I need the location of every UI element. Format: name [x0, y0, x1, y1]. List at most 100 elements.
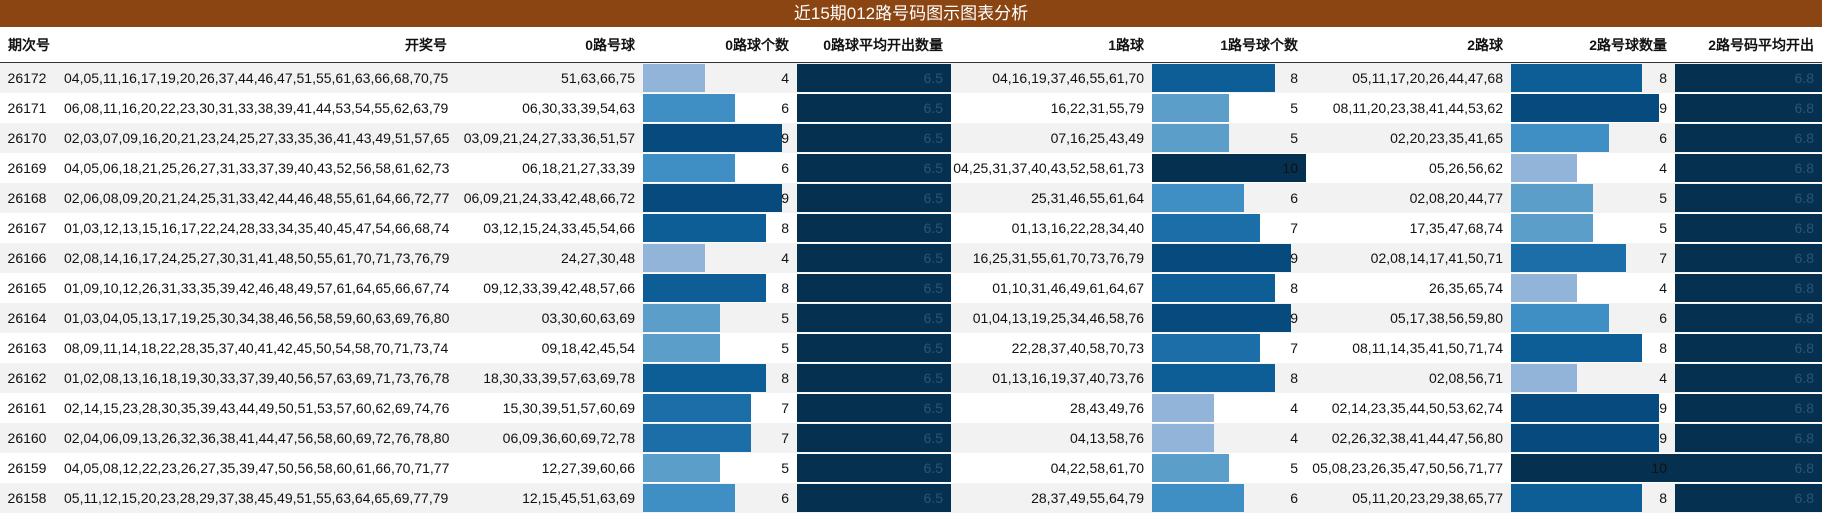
route1-count-label: 6 — [1290, 190, 1298, 206]
route0-average-cell: 6.5 — [797, 213, 951, 243]
route0-count-label: 6 — [781, 160, 789, 176]
route1-count-bar — [1152, 124, 1229, 152]
route0-count-bar — [643, 214, 767, 242]
route2-count-label: 9 — [1659, 400, 1667, 416]
route0-numbers: 15,30,39,51,57,60,69 — [455, 393, 643, 423]
route1-count-label: 8 — [1290, 370, 1298, 386]
route0-numbers: 03,30,60,63,69 — [455, 303, 643, 333]
route0-average-label: 6.5 — [923, 490, 943, 506]
route0-average-cell: 6.5 — [797, 153, 951, 183]
header-route0-count: 0路球个数 — [643, 27, 797, 63]
route0-average-cell: 6.5 — [797, 333, 951, 363]
route0-average-label: 6.5 — [923, 190, 943, 206]
route2-average-label: 6.8 — [1794, 70, 1814, 86]
route2-average-bar — [1675, 484, 1822, 512]
route2-average-bar — [1675, 304, 1822, 332]
route1-count-label: 4 — [1290, 430, 1298, 446]
route2-average-bar — [1675, 64, 1822, 92]
route2-average-label: 6.8 — [1794, 340, 1814, 356]
route2-count-label: 4 — [1659, 280, 1667, 296]
period-number: 26169 — [0, 153, 62, 183]
route1-numbers: 16,22,31,55,79 — [951, 93, 1152, 123]
route2-count-bar — [1511, 154, 1577, 182]
route2-count-cell: 5 — [1511, 183, 1675, 213]
route1-count-label: 5 — [1290, 100, 1298, 116]
route0-count-cell: 8 — [643, 273, 797, 303]
route2-count-bar — [1511, 304, 1610, 332]
route0-numbers: 06,09,21,24,33,42,48,66,72 — [455, 183, 643, 213]
period-number: 26159 — [0, 453, 62, 483]
route0-average-bar — [797, 274, 951, 302]
route2-count-label: 8 — [1659, 490, 1667, 506]
route2-count-cell: 9 — [1511, 93, 1675, 123]
route1-count-label: 10 — [1282, 160, 1298, 176]
route0-count-label: 8 — [781, 220, 789, 236]
route0-average-bar — [797, 184, 951, 212]
table-row: 26168 02,06,08,09,20,21,24,25,31,33,42,44… — [0, 183, 1822, 213]
route2-count-label: 9 — [1659, 430, 1667, 446]
route1-count-cell: 7 — [1152, 213, 1306, 243]
route0-average-label: 6.5 — [923, 370, 943, 386]
route0-average-bar — [797, 484, 951, 512]
route1-numbers: 01,13,16,22,28,34,40 — [951, 213, 1152, 243]
route0-numbers: 12,27,39,60,66 — [455, 453, 643, 483]
route0-average-cell: 6.5 — [797, 62, 951, 93]
route0-average-cell: 6.5 — [797, 393, 951, 423]
route0-count-cell: 8 — [643, 213, 797, 243]
route0-count-label: 7 — [781, 430, 789, 446]
route2-average-bar — [1675, 214, 1822, 242]
route2-average-cell: 6.8 — [1675, 423, 1822, 453]
period-number: 26160 — [0, 423, 62, 453]
route0-numbers: 24,27,30,48 — [455, 243, 643, 273]
table-row: 26166 02,08,14,16,17,24,25,27,30,31,41,48… — [0, 243, 1822, 273]
route0-average-bar — [797, 64, 951, 92]
route0-count-bar — [643, 154, 736, 182]
route0-average-cell: 6.5 — [797, 483, 951, 513]
route0-average-bar — [797, 334, 951, 362]
draw-numbers: 04,05,08,12,22,23,26,27,35,39,47,50,56,5… — [62, 453, 455, 483]
draw-numbers: 04,05,06,18,21,25,26,27,31,33,37,39,40,4… — [62, 153, 455, 183]
route0-average-label: 6.5 — [923, 460, 943, 476]
route2-count-label: 5 — [1659, 190, 1667, 206]
route1-numbers: 22,28,37,40,58,70,73 — [951, 333, 1152, 363]
route1-count-label: 7 — [1290, 340, 1298, 356]
route2-count-label: 5 — [1659, 220, 1667, 236]
route0-average-label: 6.5 — [923, 160, 943, 176]
route0-numbers: 09,12,33,39,42,48,57,66 — [455, 273, 643, 303]
route1-count-label: 9 — [1290, 310, 1298, 326]
route0-average-bar — [797, 244, 951, 272]
period-number: 26158 — [0, 483, 62, 513]
route1-count-bar — [1152, 184, 1245, 212]
route2-average-bar — [1675, 94, 1822, 122]
route0-count-cell: 9 — [643, 183, 797, 213]
route0-average-cell: 6.5 — [797, 303, 951, 333]
route0-count-bar — [643, 364, 767, 392]
route2-numbers: 26,35,65,74 — [1306, 273, 1511, 303]
route2-average-bar — [1675, 394, 1822, 422]
route1-count-label: 5 — [1290, 130, 1298, 146]
route0-count-bar — [643, 64, 705, 92]
route2-numbers: 02,08,56,71 — [1306, 363, 1511, 393]
route2-average-label: 6.8 — [1794, 490, 1814, 506]
header-route2-average: 2路号码平均开出 — [1675, 27, 1822, 63]
route1-numbers: 25,31,46,55,61,64 — [951, 183, 1152, 213]
route0-average-cell: 6.5 — [797, 423, 951, 453]
route2-average-label: 6.8 — [1794, 190, 1814, 206]
route0-numbers: 06,09,36,60,69,72,78 — [455, 423, 643, 453]
route2-average-cell: 6.8 — [1675, 243, 1822, 273]
route0-average-bar — [797, 154, 951, 182]
draw-numbers: 02,06,08,09,20,21,24,25,31,33,42,44,46,4… — [62, 183, 455, 213]
route2-average-cell: 6.8 — [1675, 213, 1822, 243]
route0-count-label: 7 — [781, 400, 789, 416]
route1-count-bar — [1152, 334, 1260, 362]
route2-numbers: 02,08,14,17,41,50,71 — [1306, 243, 1511, 273]
route0-numbers: 51,63,66,75 — [455, 62, 643, 93]
route2-count-cell: 4 — [1511, 153, 1675, 183]
route2-average-cell: 6.8 — [1675, 123, 1822, 153]
route0-numbers: 03,12,15,24,33,45,54,66 — [455, 213, 643, 243]
route0-count-bar — [643, 304, 720, 332]
draw-numbers: 02,14,15,23,28,30,35,39,43,44,49,50,51,5… — [62, 393, 455, 423]
route0-count-cell: 8 — [643, 363, 797, 393]
route0-average-label: 6.5 — [923, 310, 943, 326]
route2-count-label: 9 — [1659, 100, 1667, 116]
